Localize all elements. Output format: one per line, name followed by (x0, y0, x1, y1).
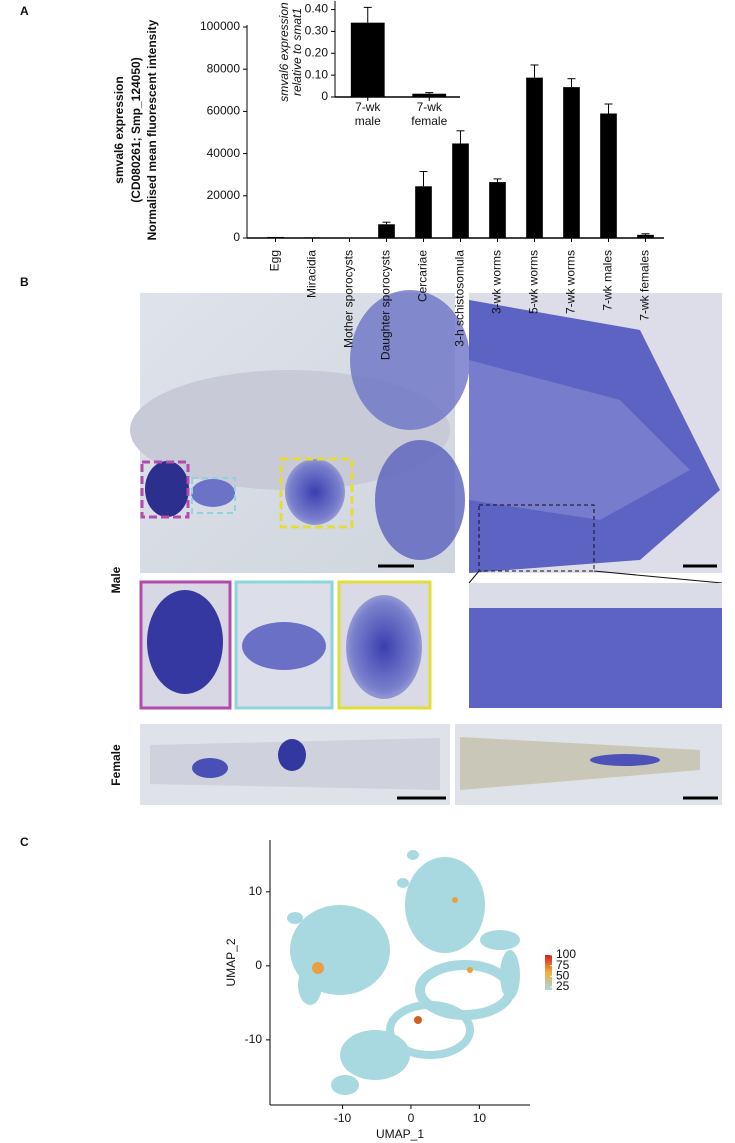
x-tick-label: 3-wk worms (490, 250, 504, 314)
colorbar (545, 955, 552, 990)
y-tick-label: 0 (321, 89, 328, 103)
bar (378, 224, 395, 238)
bar (637, 234, 654, 238)
bar (563, 87, 580, 238)
bar (415, 186, 432, 238)
x-tick-label: 10 (473, 1111, 487, 1125)
x-axis-label: UMAP_1 (376, 1127, 424, 1141)
x-tick-label: 7-wk males (601, 250, 615, 311)
y-tick-label: 0.30 (305, 24, 329, 38)
x-tick-label: 7-wk female (411, 100, 448, 128)
y-axis-label: (CD080261; Smp_124050) (129, 57, 143, 202)
y-tick-label: 80000 (207, 61, 241, 75)
panel-label: B (20, 275, 29, 289)
x-tick-label: 7-wk females (638, 250, 652, 321)
x-tick-label: 7-wk worms (564, 250, 578, 314)
x-tick-label: 3-h schistosomula (453, 250, 467, 347)
row-label: Female (109, 744, 123, 786)
y-tick-label: 40000 (207, 146, 241, 160)
y-axis-label: smval6 expression (112, 76, 126, 183)
y-tick-label: 10 (249, 884, 263, 898)
y-tick-label: -10 (245, 1032, 263, 1046)
bar (600, 113, 617, 238)
y-axis-label: Normalised mean fluorescent intensity (145, 19, 159, 240)
panel-b-images (130, 290, 723, 805)
x-tick-label: 0 (408, 1111, 415, 1125)
colorbar-label: 100 (556, 947, 576, 961)
x-tick-label: Egg (268, 250, 282, 271)
bar (526, 77, 543, 238)
panel-label: C (20, 835, 29, 849)
y-tick-label: 0 (233, 230, 240, 244)
bar (489, 182, 506, 238)
colorbar-label: 75 (556, 958, 570, 972)
colorbar-label: 50 (556, 969, 570, 983)
x-tick-label: -10 (334, 1111, 352, 1125)
x-tick-label: Cercariae (416, 250, 430, 302)
panel-label: A (20, 4, 29, 18)
bar (304, 237, 321, 238)
y-tick-label: 20000 (207, 188, 241, 202)
x-tick-label: 7-wk male (354, 100, 381, 128)
bar (350, 22, 385, 97)
y-tick-label: 100000 (200, 19, 240, 33)
y-tick-label: 60000 (207, 104, 241, 118)
y-axis-label: relative to smat1 (290, 8, 304, 96)
x-tick-label: Daughter sporocysts (379, 250, 393, 360)
x-tick-label: Mother sporocysts (342, 250, 356, 348)
y-axis-label: UMAP_2 (224, 938, 238, 986)
y-tick-label: 0 (255, 958, 262, 972)
umap-clusters (287, 850, 520, 1095)
colorbar-label: 25 (556, 979, 570, 993)
row-label: Male (109, 566, 123, 593)
bar (412, 93, 447, 97)
y-axis-label: smval6 expression (277, 2, 291, 102)
bar (452, 143, 469, 238)
y-tick-label: 0.20 (305, 45, 329, 59)
x-tick-label: Miracidia (305, 250, 319, 298)
bar (267, 236, 284, 238)
x-tick-label: 5-wk worms (527, 250, 541, 314)
y-tick-label: 0.40 (305, 2, 329, 16)
y-tick-label: 0.10 (305, 67, 329, 81)
